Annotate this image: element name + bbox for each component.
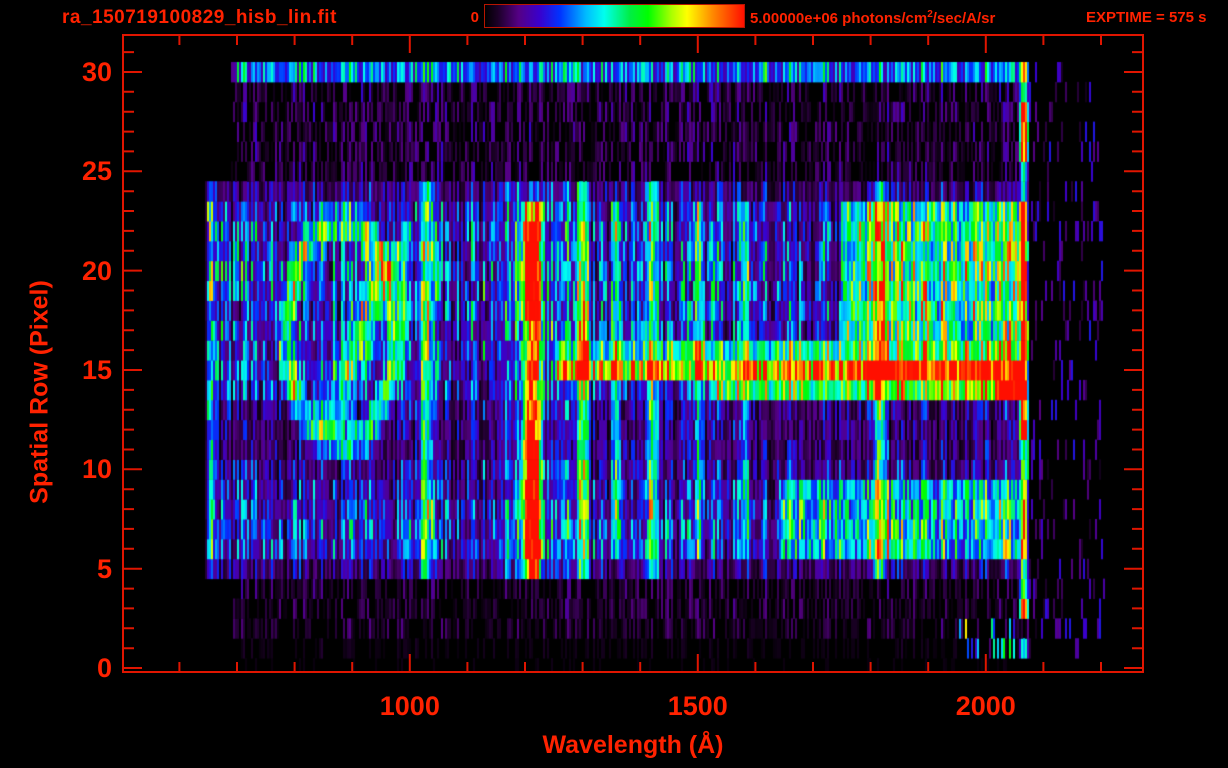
- x-tick-label: 2000: [955, 691, 1016, 721]
- y-tick-label: 20: [81, 255, 112, 286]
- colorbar-max-label: 5.00000e+06 photons/cm2/sec/A/sr: [750, 9, 995, 27]
- exptime-label: EXPTIME = 575 s: [1086, 9, 1207, 26]
- colorbar-gradient: [484, 4, 745, 28]
- fits-filename-title: ra_150719100829_hisb_lin.fit: [62, 7, 337, 28]
- y-tick-label: 15: [81, 354, 112, 385]
- y-tick-label: 5: [96, 553, 112, 584]
- y-tick-label: 30: [81, 56, 112, 87]
- x-axis-title: Wavelength (Å): [542, 731, 724, 759]
- x-tick-label: 1000: [379, 691, 440, 721]
- colorbar-units-exponent: 2: [927, 9, 933, 20]
- y-tick-label: 10: [81, 454, 112, 485]
- x-tick-label: 1500: [667, 691, 728, 721]
- colorbar-max-value: 5.00000e+06: [750, 10, 839, 27]
- y-tick-label: 0: [96, 653, 112, 684]
- colorbar-min-label: 0: [470, 9, 479, 26]
- spectrogram-heatmap: [125, 37, 1141, 671]
- colorbar-units-suffix: /sec/A/sr: [932, 10, 996, 27]
- y-tick-label: 25: [81, 156, 112, 187]
- colorbar-units-prefix: photons/cm: [838, 10, 928, 27]
